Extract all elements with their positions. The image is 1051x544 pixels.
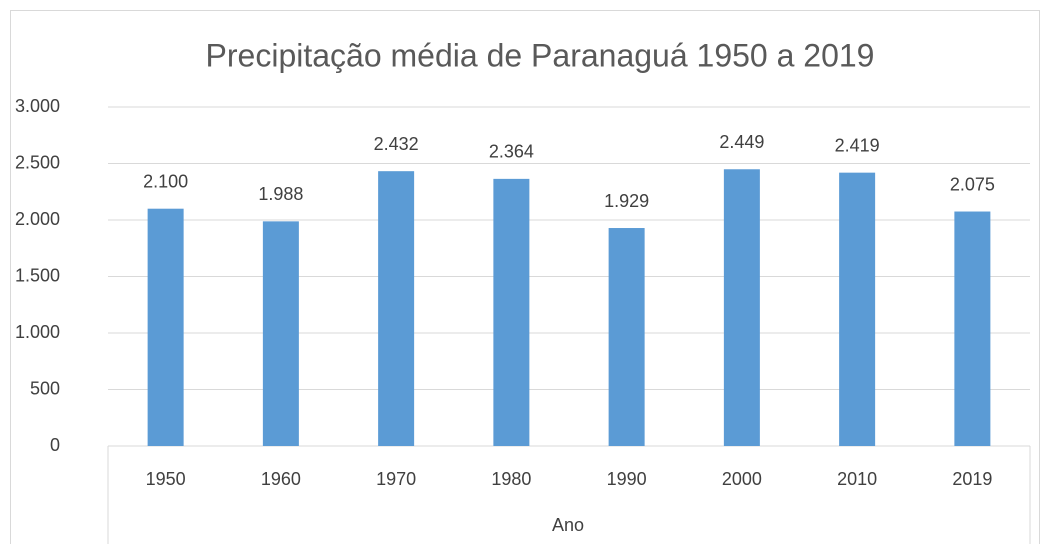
x-tick-label: 2019: [952, 469, 992, 489]
y-tick-label: 2.500: [15, 152, 60, 172]
x-tick-label: 2010: [837, 469, 877, 489]
y-tick-label: 0: [50, 435, 60, 455]
x-axis-label: Ano: [552, 515, 584, 535]
y-tick-label: 3.000: [15, 96, 60, 116]
bar: [378, 171, 415, 446]
bar: [262, 221, 299, 446]
x-tick-label: 1990: [607, 469, 647, 489]
value-label: 2.432: [374, 134, 419, 154]
bar: [147, 208, 184, 446]
x-tick-label: 1950: [146, 469, 186, 489]
value-label: 1.929: [604, 191, 649, 211]
x-tick-label: 2000: [722, 469, 762, 489]
chart-title: Precipitação média de Paranaguá 1950 a 2…: [206, 37, 875, 73]
y-tick-label: 500: [30, 378, 60, 398]
bar: [493, 178, 530, 447]
bar: [954, 211, 991, 446]
x-tick-label: 1960: [261, 469, 301, 489]
value-label: 2.419: [835, 135, 880, 155]
value-label: 2.075: [950, 174, 995, 194]
bar: [608, 228, 645, 446]
value-label: 1.988: [258, 184, 303, 204]
y-tick-label: 1.500: [15, 265, 60, 285]
y-tick-label: 1.000: [15, 322, 60, 342]
x-tick-label: 1980: [491, 469, 531, 489]
bar: [723, 169, 760, 446]
value-label: 2.364: [489, 142, 534, 162]
value-label: 2.449: [719, 132, 764, 152]
y-tick-label: 2.000: [15, 209, 60, 229]
x-tick-label: 1970: [376, 469, 416, 489]
value-label: 2.100: [143, 171, 188, 191]
bar: [839, 172, 876, 446]
